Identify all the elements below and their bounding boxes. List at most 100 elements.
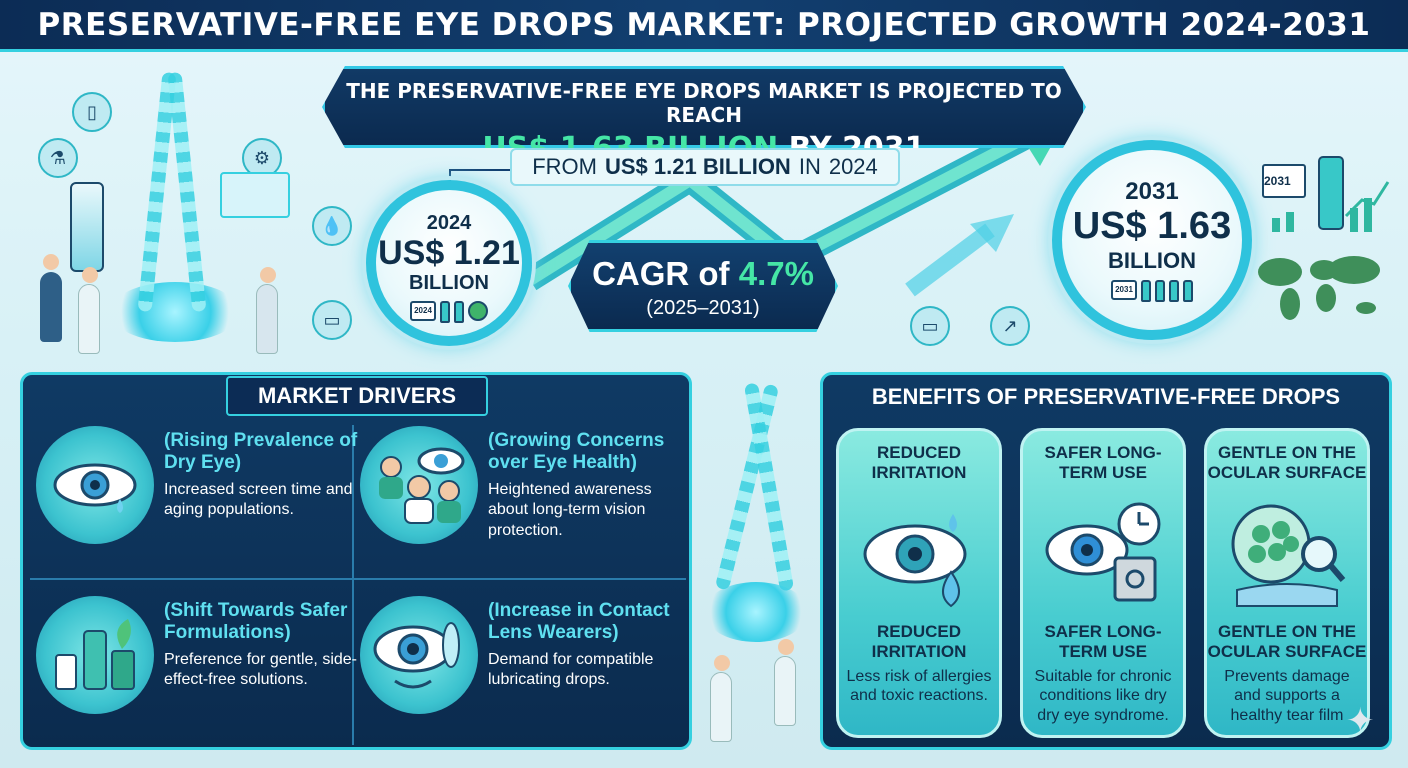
market-drivers-title: MARKET DRIVERS — [226, 376, 488, 416]
benefit-desc: Prevents damage and supports a healthy t… — [1224, 668, 1350, 724]
dna-helix-icon-2 — [167, 71, 207, 313]
formulations-icon — [36, 596, 154, 714]
title-bar: PRESERVATIVE-FREE EYE DROPS MARKET: PROJ… — [0, 0, 1408, 52]
holo-platform — [704, 582, 808, 642]
headline-year: 2031 — [842, 131, 926, 148]
growth-icon: ↗ — [990, 306, 1030, 346]
from-mid: IN — [798, 154, 821, 179]
page-title: PRESERVATIVE-FREE EYE DROPS MARKET: PROJ… — [37, 6, 1371, 43]
dry-eye-icon — [36, 426, 154, 544]
bottle-icon — [440, 301, 450, 324]
driver-desc: Increased screen time and aging populati… — [164, 480, 353, 519]
eye-health-icon — [360, 426, 478, 544]
bottle-icon — [1155, 279, 1165, 302]
bottle-icon — [1183, 279, 1193, 302]
end-unit: BILLION — [1108, 247, 1196, 273]
from-value: US$ 1.21 BILLION — [604, 154, 791, 179]
headline-banner: THE PRESERVATIVE-FREE EYE DROPS MARKET I… — [322, 66, 1086, 148]
driver-desc: Preference for gentle, side-effect-free … — [164, 650, 357, 689]
headline-value: US$ 1.63 BILLION — [482, 131, 778, 148]
contact-lens-icon — [360, 596, 478, 714]
benefit-desc: Less risk of allergies and toxic reactio… — [846, 668, 992, 705]
cells-magnifier-icon — [1227, 494, 1347, 614]
start-year: 2024 — [426, 212, 472, 234]
cagr-badge: CAGR of 4.7% (2025–2031) — [568, 240, 838, 332]
cagr-value: 4.7% — [738, 255, 814, 292]
start-mini-icons: 2024 — [376, 301, 522, 324]
center-dna-illustration — [700, 372, 812, 752]
headline-line1: THE PRESERVATIVE-FREE EYE DROPS MARKET I… — [346, 79, 1062, 127]
calendar-icon: 2024 — [410, 301, 436, 322]
driver-item: (Rising Prevalence of Dry Eye) Increased… — [36, 426, 357, 566]
bottle-icon — [1141, 279, 1151, 302]
monitor-icon: ▭ — [312, 300, 352, 340]
headline-by: BY — [789, 131, 832, 148]
from-value-pill: FROM US$ 1.21 BILLION IN 2024 — [510, 148, 900, 186]
eye-safe-clock-icon — [1043, 494, 1163, 614]
eye-drop-icon — [859, 494, 979, 614]
device-icon: ▯ — [72, 92, 112, 132]
benefit-top-label: GENTLE ON THE OCULAR SURFACE — [1207, 443, 1367, 482]
gear-icon: ⚙ — [242, 138, 282, 178]
end-year: 2031 — [1125, 178, 1179, 205]
driver-text: (Shift Towards Safer Formulations) Prefe… — [164, 600, 364, 691]
benefit-top-label: REDUCED IRRITATION — [871, 443, 967, 482]
right-illustration: 2031 — [1258, 150, 1392, 350]
scientist-figure-2 — [78, 267, 100, 354]
divider — [352, 425, 354, 745]
driver-text: (Increase in Contact Lens Wearers) Deman… — [488, 600, 688, 691]
globe-icon — [468, 301, 488, 322]
scientist-figure — [40, 254, 62, 342]
laptop-icon: ▭ — [910, 306, 950, 346]
driver-desc: Demand for compatible lubricating drops. — [488, 650, 654, 689]
scientist-figure — [710, 655, 732, 742]
driver-text: (Growing Concerns over Eye Health) Heigh… — [488, 430, 688, 542]
start-unit: BILLION — [409, 272, 489, 295]
eye-drops-icon: 💧 — [312, 206, 352, 246]
driver-title: (Rising Prevalence of Dry Eye) — [164, 430, 358, 473]
calendar-icon: 2031 — [1262, 164, 1306, 198]
sparkle-icon: ✦ — [1346, 702, 1375, 740]
driver-item: (Increase in Contact Lens Wearers) Deman… — [360, 596, 680, 736]
start-value-circle: 2024 US$ 1.21 BILLION 2024 — [366, 180, 532, 346]
benefits-title: BENEFITS OF PRESERVATIVE-FREE DROPS — [871, 384, 1341, 409]
benefit-title: REDUCED IRRITATION — [871, 622, 967, 661]
eye-drop-bottle-icon — [1318, 156, 1344, 230]
robot-figure — [256, 267, 278, 354]
cagr-period: (2025–2031) — [646, 297, 760, 319]
from-year: 2024 — [828, 154, 878, 179]
divider — [30, 578, 686, 580]
driver-title: (Increase in Contact Lens Wearers) — [488, 600, 670, 643]
cagr-line: CAGR of 4.7% — [571, 255, 835, 293]
bar-growth-icon — [1272, 181, 1390, 232]
benefit-title: GENTLE ON THE OCULAR SURFACE — [1207, 622, 1367, 661]
driver-item: (Growing Concerns over Eye Health) Heigh… — [360, 426, 680, 566]
driver-title: (Shift Towards Safer Formulations) — [164, 600, 348, 643]
headline-line2: US$ 1.63 BILLION BY 2031 — [325, 131, 1083, 148]
world-map-icon — [1258, 256, 1380, 320]
driver-title: (Growing Concerns over Eye Health) — [488, 430, 665, 473]
from-prefix: FROM — [532, 154, 597, 179]
bottle-icon — [1169, 279, 1179, 302]
end-mini-icons: 2031 — [1062, 279, 1242, 302]
benefit-card: SAFER LONG-TERM USE SAFER LONG-TERM USE … — [1020, 428, 1186, 738]
benefit-card: GENTLE ON THE OCULAR SURFACE GENTLE ON T… — [1204, 428, 1370, 738]
driver-desc: Heightened awareness about long-term vis… — [488, 480, 652, 540]
benefit-card: REDUCED IRRITATION REDUCED IRRITATION Le… — [836, 428, 1002, 738]
benefit-top-label: SAFER LONG-TERM USE — [1044, 443, 1162, 482]
driver-text: (Rising Prevalence of Dry Eye) Increased… — [164, 430, 364, 521]
chart-screen-icon — [220, 172, 290, 218]
flask-icon: ⚗ — [38, 138, 78, 178]
end-value: US$ 1.63 — [1072, 205, 1232, 247]
driver-item: (Shift Towards Safer Formulations) Prefe… — [36, 596, 357, 736]
lab-illustration: ▯ ⚗ ⚙ — [20, 62, 320, 362]
start-value: US$ 1.21 — [378, 234, 520, 272]
holo-platform — [110, 282, 240, 342]
cagr-prefix: CAGR of — [592, 255, 730, 292]
eye-drop-bottle-icon — [70, 182, 104, 272]
scientist-figure-2 — [774, 639, 796, 726]
bottle-icon — [454, 301, 464, 324]
end-value-circle: 2031 US$ 1.63 BILLION 2031 — [1052, 140, 1252, 340]
benefit-desc: Suitable for chronic conditions like dry… — [1034, 668, 1172, 724]
benefit-title: SAFER LONG-TERM USE — [1044, 622, 1162, 661]
